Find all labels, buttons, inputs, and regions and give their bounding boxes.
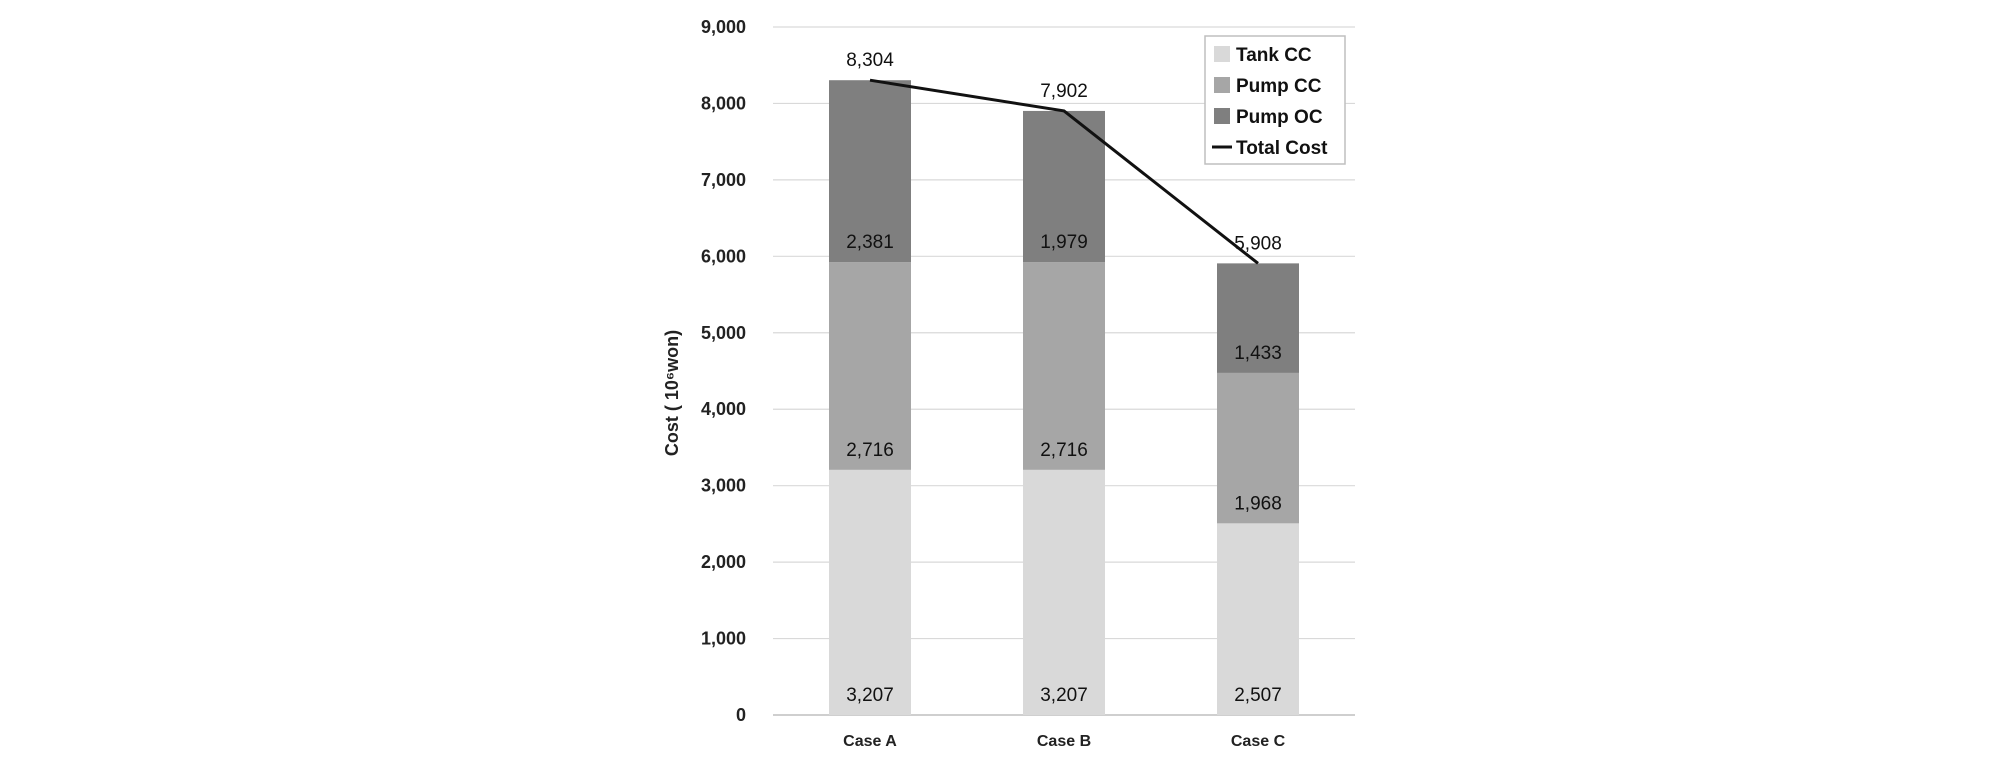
y-tick-label: 9,000 (701, 17, 746, 37)
y-tick-label: 1,000 (701, 629, 746, 649)
bar-segment (1023, 469, 1105, 715)
y-tick-label: 8,000 (701, 93, 746, 113)
total-label: 7,902 (1040, 81, 1088, 102)
data-label: 3,207 (1040, 685, 1088, 706)
bar-segment (829, 262, 911, 470)
legend-label: Pump CC (1236, 76, 1322, 97)
bar-segment (1023, 110, 1105, 263)
bar-segment (1217, 263, 1299, 373)
y-tick-label: 2,000 (701, 552, 746, 572)
bar-segment (1023, 262, 1105, 470)
y-tick-label: 6,000 (701, 246, 746, 266)
bar-segment (1217, 372, 1299, 524)
x-axis: Case A Case B Case C (843, 733, 1285, 750)
data-label: 2,381 (846, 232, 894, 253)
data-label: 1,433 (1234, 343, 1282, 364)
y-tick-label: 4,000 (701, 399, 746, 419)
y-axis-label: Cost ( 10⁶won) (662, 330, 682, 456)
legend-label: Total Cost (1236, 138, 1328, 159)
data-label: 2,507 (1234, 685, 1282, 706)
y-axis: 0 1,000 2,000 3,000 4,000 5,000 6,000 7,000 8,00… (701, 17, 746, 725)
bars: 3,207 2,716 2,381 3,207 2,716 1,979 2,507 1,968… (829, 80, 1299, 715)
total-cost-polyline (869, 78, 1259, 265)
x-tick-label: Case B (1037, 733, 1091, 750)
data-label: 2,716 (846, 440, 894, 461)
data-label: 2,716 (1040, 440, 1088, 461)
y-tick-label: 5,000 (701, 323, 746, 343)
data-label: 1,979 (1040, 232, 1088, 253)
total-cost-line: 8,304 7,902 5,908 (846, 50, 1282, 265)
legend-label: Pump OC (1236, 107, 1323, 128)
legend-swatch (1214, 46, 1230, 62)
y-tick-label: 3,000 (701, 476, 746, 496)
data-label: 1,968 (1234, 493, 1282, 514)
legend-label: Tank CC (1236, 45, 1312, 66)
x-tick-label: Case C (1231, 733, 1286, 750)
bar-segment (1217, 523, 1299, 715)
y-tick-label: 0 (736, 705, 746, 725)
legend-swatch (1214, 108, 1230, 124)
bar-segment (829, 469, 911, 715)
x-tick-label: Case A (843, 733, 897, 750)
total-label: 5,908 (1234, 233, 1282, 254)
legend: Tank CC Pump CC Pump OC Total Cost (1204, 35, 1346, 165)
legend-swatch (1214, 77, 1230, 93)
total-label: 8,304 (846, 50, 894, 71)
y-tick-label: 7,000 (701, 170, 746, 190)
data-label: 3,207 (846, 685, 894, 706)
bar-segment (829, 80, 911, 263)
